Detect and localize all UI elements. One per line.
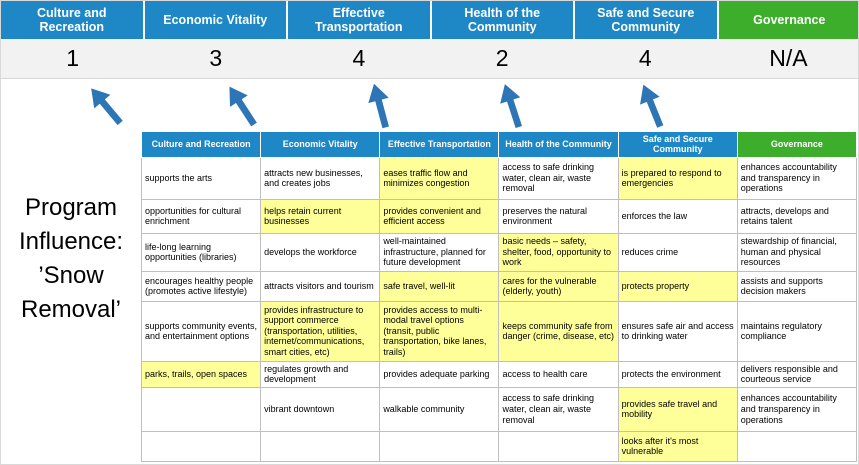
table-cell: maintains regulatory compliance [736, 300, 858, 362]
table-cell: provides convenient and efficient access [379, 198, 500, 234]
table-cell: provides safe travel and mobility [617, 386, 738, 432]
table-row: life-long learning opportunities (librar… [140, 232, 858, 272]
arrows [1, 81, 858, 131]
scorecard-header-row: Culture and Recreation Economic Vitality E… [1, 1, 858, 39]
table-row: vibrant downtown walkable community access… [140, 386, 858, 432]
table-cell: ensures safe air and access to drinking … [617, 300, 738, 362]
table-cell: looks after it's most vulnerable [617, 430, 738, 462]
influence-matrix-table: Culture and Recreation Economic Vitality E… [140, 131, 858, 462]
up-arrow-icon [229, 86, 257, 127]
table-row: supports community events, and entertain… [140, 300, 858, 362]
table-cell: supports community events, and entertain… [140, 300, 262, 362]
table-cell: is prepared to respond to emergencies [617, 156, 738, 200]
matrix-header-2: Effective Transportation [379, 131, 500, 158]
table-cell: provides adequate parking [379, 360, 500, 388]
table-row: encourages healthy people (promotes acti… [140, 270, 858, 302]
table-cell: encourages healthy people (promotes acti… [140, 270, 262, 302]
table-cell: well-maintained infrastructure, planned … [379, 232, 500, 272]
page-title: Program Influence: ’Snow Removal’ [1, 191, 141, 327]
table-cell [140, 430, 262, 462]
matrix-body: supports the arts attracts new businesses… [140, 156, 858, 462]
scorecard-header-1: Economic Vitality [144, 1, 286, 39]
table-cell: walkable community [379, 386, 500, 432]
scorecard-header-3: Health of the Community [431, 1, 573, 39]
table-cell: access to health care [498, 360, 619, 388]
score-value-5: N/A [769, 45, 808, 71]
table-cell: delivers responsible and courteous servi… [736, 360, 858, 388]
table-cell: opportunities for cultural enrichment [140, 198, 262, 234]
table-cell: enhances accountability and transparency… [736, 386, 858, 432]
table-cell [260, 430, 381, 462]
table-cell: provides infrastructure to support comme… [260, 300, 381, 362]
table-cell: preserves the natural environment [498, 198, 619, 234]
table-cell: protects the environment [617, 360, 738, 388]
matrix-header-1: Economic Vitality [260, 131, 381, 158]
scorecard-header-2: Effective Transportation [288, 1, 430, 39]
table-cell: parks, trails, open spaces [140, 360, 262, 388]
table-cell [140, 386, 262, 432]
score-value-3: 2 [495, 45, 509, 71]
matrix-header-5: Governance [736, 131, 858, 158]
table-cell [736, 430, 858, 462]
table-cell: helps retain current businesses [260, 198, 381, 234]
table-cell: attracts visitors and tourism [260, 270, 381, 302]
matrix-header-row: Culture and Recreation Economic Vitality E… [140, 131, 858, 158]
table-cell: develops the workforce [260, 232, 381, 272]
title-line: Influence: [18, 228, 124, 255]
matrix-header-0: Culture and Recreation [140, 131, 262, 158]
table-cell: life-long learning opportunities (librar… [140, 232, 262, 272]
title-line: Program [24, 194, 118, 221]
score-row: 1 3 4 2 4 N/A [1, 39, 858, 79]
score-value-1: 3 [209, 45, 223, 71]
title-line: Removal’ [20, 296, 122, 323]
score-value-0: 1 [66, 45, 79, 71]
table-cell: access to safe drinking water, clean air… [498, 386, 619, 432]
score-value-2: 4 [352, 45, 366, 71]
table-cell [498, 430, 619, 462]
table-cell: eases traffic flow and minimizes congest… [379, 156, 500, 200]
up-arrow-icon [640, 84, 664, 128]
table-cell: enhances accountability and transparency… [736, 156, 858, 200]
scorecard-header-5: Governance [718, 1, 858, 39]
title-line: ’Snow [38, 262, 104, 289]
table-cell: basic needs – safety, shelter, food, opp… [498, 232, 619, 272]
table-row: supports the arts attracts new businesses… [140, 156, 858, 200]
table-cell: safe travel, well-lit [379, 270, 500, 302]
table-cell: vibrant downtown [260, 386, 381, 432]
table-cell: stewardship of financial, human and phys… [736, 232, 858, 272]
table-cell: regulates growth and development [260, 360, 381, 388]
matrix-header-4: Safe and Secure Community [617, 131, 738, 158]
score-value-4: 4 [638, 45, 652, 71]
table-row: looks after it's most vulnerable [140, 430, 858, 462]
table-cell: supports the arts [140, 156, 262, 200]
up-arrow-icon [368, 83, 389, 129]
scorecard-header-4: Safe and Secure Community [575, 1, 717, 39]
scorecard-header-0: Culture and Recreation [1, 1, 143, 39]
table-cell: assists and supports decision makers [736, 270, 858, 302]
table-row: opportunities for cultural enrichment hel… [140, 198, 858, 234]
table-cell: reduces crime [617, 232, 738, 272]
table-cell [379, 430, 500, 462]
matrix-header-3: Health of the Community [498, 131, 619, 158]
table-cell: keeps community safe from danger (crime,… [498, 300, 619, 362]
up-arrow-icon [91, 88, 123, 126]
table-cell: access to safe drinking water, clean air… [498, 156, 619, 200]
table-cell: protects property [617, 270, 738, 302]
table-cell: enforces the law [617, 198, 738, 234]
up-arrow-icon [500, 84, 523, 129]
table-row: parks, trails, open spaces regulates grow… [140, 360, 858, 388]
table-cell: provides access to multi-modal travel op… [379, 300, 500, 362]
table-cell: cares for the vulnerable (elderly, youth… [498, 270, 619, 302]
table-cell: attracts, develops and retains talent [736, 198, 858, 234]
table-cell: attracts new businesses, and creates job… [260, 156, 381, 200]
